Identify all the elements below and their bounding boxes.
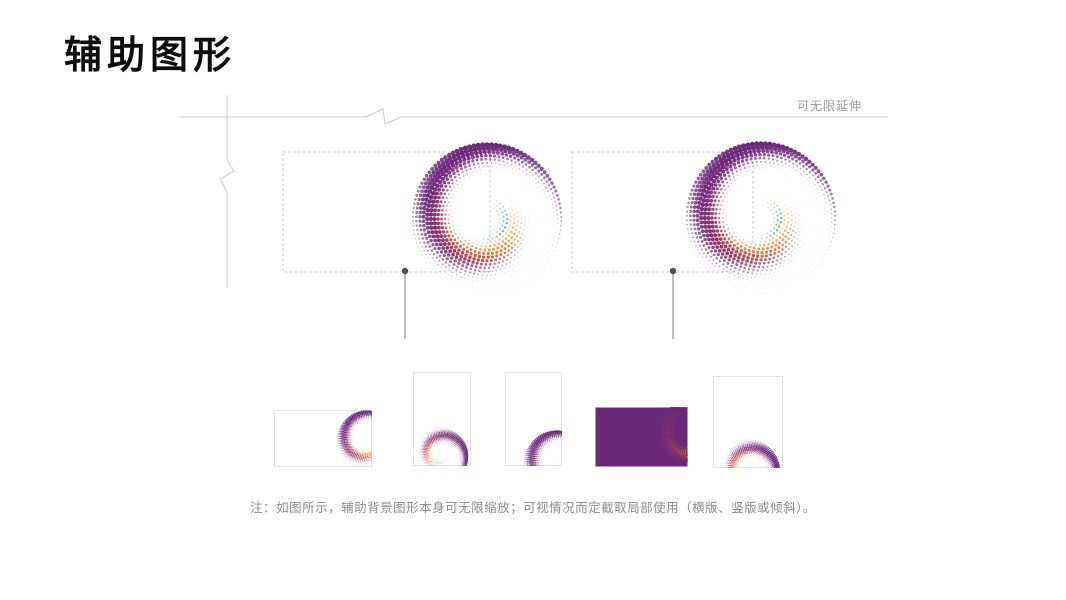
thumbnail-vertical-outline <box>505 372 562 466</box>
thumbnail-frame <box>274 410 372 467</box>
thumbnail-spiral <box>415 428 469 466</box>
thumbnail-spiral <box>654 407 688 467</box>
bleed-box-2 <box>571 151 754 273</box>
extend-note-label: 可无限延伸 <box>796 99 862 113</box>
spiral-graphic-main-1 <box>411 142 563 294</box>
thumbnail-horizontal-white <box>274 410 372 467</box>
callout-marker-dot-2 <box>669 267 677 275</box>
thumbnail-vertical-white-1 <box>413 372 471 466</box>
thumbnail-horizontal-purple <box>595 407 688 467</box>
thumbnail-spiral <box>523 430 562 466</box>
extend-line-horizontal <box>180 108 888 125</box>
bleed-box-1 <box>282 151 491 273</box>
usage-note: 注：如图所示，辅助背景图形本身可无限缩放；可视情况而定截取局部使用（横版、竖版或… <box>250 501 816 515</box>
callout-marker-dot-1 <box>401 267 409 275</box>
thumbnail-spiral <box>336 410 372 467</box>
section-line-vertical <box>219 95 235 288</box>
thumbnail-vertical-white-2 <box>713 376 783 468</box>
spiral-graphic-main-2 <box>685 141 837 293</box>
thumbnail-spiral <box>717 439 781 468</box>
page-title: 辅助图形 <box>64 35 237 77</box>
